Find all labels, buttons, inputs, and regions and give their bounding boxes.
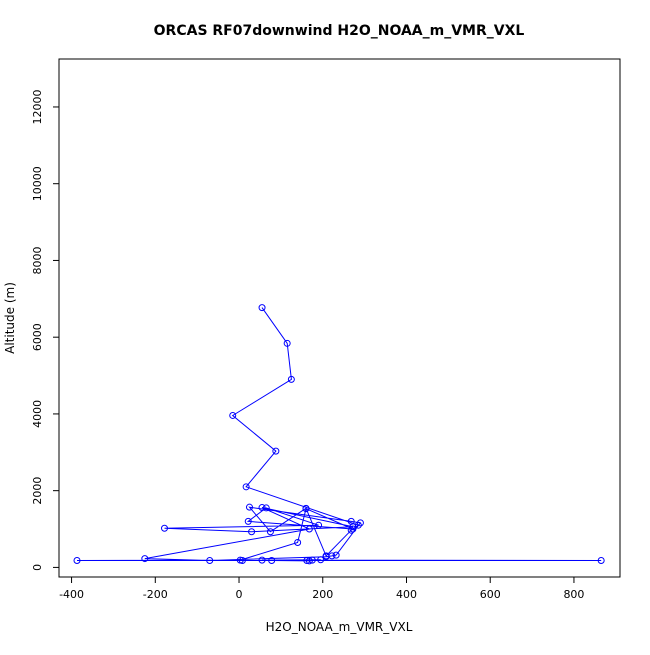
plot-frame: [58, 58, 621, 578]
data-point: [244, 517, 252, 525]
data-point: [315, 521, 323, 529]
data-point: [258, 556, 266, 564]
data-point: [245, 503, 253, 511]
x-axis: -400 -200 0 200 400 600 800: [59, 577, 584, 601]
y-tick-label: 12000: [31, 89, 44, 124]
data-point: [305, 525, 313, 533]
data-point: [597, 557, 605, 565]
data-point: [258, 304, 266, 312]
data-point: [317, 556, 325, 564]
data-point: [302, 505, 310, 513]
data-point: [283, 339, 291, 347]
x-tick-label: -200: [143, 588, 168, 601]
data-point: [266, 528, 274, 536]
data-point: [349, 525, 357, 533]
data-point: [356, 519, 364, 527]
data-point: [141, 555, 149, 563]
y-tick-label: 6000: [31, 323, 44, 351]
x-tick-label: 400: [396, 588, 417, 601]
x-tick-label: 600: [480, 588, 501, 601]
y-tick-label: 2000: [31, 477, 44, 505]
data-point: [272, 447, 280, 455]
data-point: [322, 553, 330, 561]
data-point: [294, 538, 302, 546]
data-point: [161, 524, 169, 532]
data-point: [258, 504, 266, 512]
data-point: [248, 528, 256, 536]
data-point: [287, 375, 295, 383]
data-point: [238, 557, 246, 565]
x-tick-label: -400: [59, 588, 84, 601]
y-axis: 0 2000 4000 6000 8000 10000 12000: [31, 89, 59, 571]
x-tick-label: 200: [312, 588, 333, 601]
data-point: [349, 523, 357, 531]
y-tick-label: 4000: [31, 400, 44, 428]
y-tick-label: 8000: [31, 246, 44, 274]
data-point: [242, 483, 250, 491]
data-point: [303, 557, 311, 565]
x-tick-label: 0: [236, 588, 243, 601]
y-axis-label: Altitude (m): [3, 282, 17, 354]
data-point: [262, 504, 270, 512]
data-point: [308, 556, 316, 564]
y-tick-label: 0: [31, 564, 44, 571]
data-point: [332, 551, 340, 559]
data-point: [268, 557, 276, 565]
data-point: [347, 526, 355, 534]
x-axis-label: H2O_NOAA_m_VMR_VXL: [266, 620, 413, 634]
y-tick-label: 10000: [31, 166, 44, 201]
chart-title: ORCAS RF07downwind H2O_NOAA_m_VMR_VXL: [154, 23, 525, 39]
x-tick-label: 800: [563, 588, 584, 601]
data-point: [305, 557, 313, 565]
data-point: [229, 411, 237, 419]
series-layer: [73, 304, 605, 565]
data-point: [73, 557, 81, 565]
series-line: [76, 307, 602, 562]
data-point: [206, 557, 214, 565]
